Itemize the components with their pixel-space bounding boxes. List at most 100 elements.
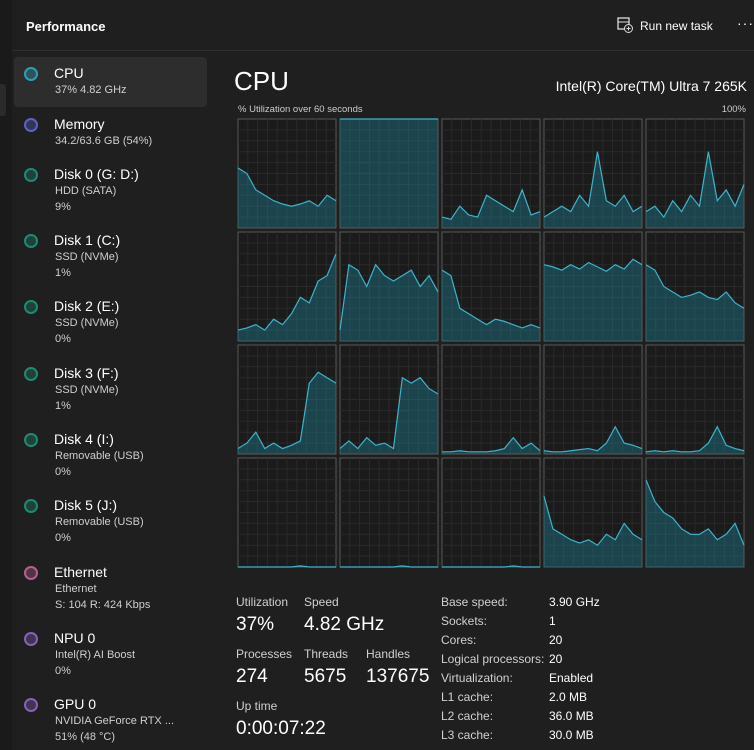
- graph-max: 100%: [721, 104, 746, 115]
- processor-name: Intel(R) Core(TM) Ultra 7 265K: [555, 78, 747, 94]
- detail-value: 30.0 MB: [549, 728, 594, 742]
- device-icon: [24, 168, 38, 182]
- sidebar-selected: [14, 57, 207, 107]
- device-name[interactable]: Disk 3 (F:): [54, 365, 119, 381]
- stat-value: 0:00:07:22: [236, 718, 326, 739]
- stat-value: 137675: [366, 666, 430, 687]
- stat-value: 37%: [236, 614, 275, 635]
- header-title: Performance: [26, 19, 106, 34]
- detail-value: 2.0 MB: [549, 690, 588, 704]
- core-line: [543, 151, 643, 218]
- detail-value: 1: [549, 614, 556, 628]
- core-line: [237, 371, 337, 450]
- device-name[interactable]: Ethernet: [54, 564, 107, 580]
- stat-label: Processes: [236, 647, 293, 661]
- device-detail: 0%: [55, 665, 71, 677]
- stat-label: Utilization: [236, 595, 289, 609]
- device-detail: SSD (NVMe): [55, 384, 119, 396]
- device-detail: 1%: [55, 400, 71, 412]
- run-task-icon[interactable]: [617, 17, 633, 33]
- detail-key: Logical processors:: [441, 652, 545, 666]
- device-name[interactable]: Disk 1 (C:): [54, 232, 121, 248]
- device-detail: NVIDIA GeForce RTX ...: [55, 715, 174, 727]
- device-icon: [24, 632, 38, 646]
- core-line: [238, 565, 336, 568]
- device-name[interactable]: NPU 0: [54, 630, 96, 646]
- core-area: [544, 259, 642, 341]
- device-name[interactable]: Memory: [54, 116, 105, 132]
- core-line: [441, 188, 541, 220]
- core-line: [645, 151, 745, 219]
- detail-key: Sockets:: [441, 614, 488, 628]
- core-line: [237, 167, 337, 207]
- stat-value: 274: [236, 666, 268, 687]
- core-line: [645, 479, 745, 546]
- device-detail: 37% 4.82 GHz: [55, 84, 127, 96]
- device-name[interactable]: Disk 5 (J:): [54, 497, 117, 513]
- detail-value: Enabled: [549, 671, 594, 685]
- core-line: [340, 565, 438, 568]
- device-icon: [24, 118, 38, 132]
- core-line: [543, 425, 643, 453]
- core-area: [544, 151, 642, 228]
- device-detail: Removable (USB): [55, 450, 144, 462]
- detail-value: 20: [549, 633, 563, 647]
- stat-label: Up time: [236, 699, 278, 713]
- core-area: [646, 264, 744, 341]
- run-task-button[interactable]: Run new task: [640, 19, 713, 33]
- device-detail: SSD (NVMe): [55, 317, 119, 329]
- device-detail: 0%: [55, 466, 71, 478]
- core-line: [441, 269, 541, 329]
- core-line: [442, 565, 540, 568]
- core-area: [544, 426, 642, 454]
- device-icon: [24, 566, 38, 580]
- core-line: [645, 425, 745, 453]
- device-name[interactable]: CPU: [54, 65, 84, 81]
- device-detail: Intel(R) AI Boost: [55, 649, 136, 661]
- core-area: [340, 377, 438, 454]
- detail-value: 36.0 MB: [549, 709, 594, 723]
- stat-label: Speed: [304, 595, 339, 609]
- device-icon: [24, 300, 38, 314]
- detail-key: L3 cache:: [441, 728, 494, 742]
- device-icon: [24, 367, 38, 381]
- core-area: [442, 189, 540, 228]
- core-area: [646, 479, 744, 567]
- core-area: [442, 437, 540, 454]
- core-area: [544, 496, 642, 567]
- more-button[interactable]: ···: [737, 15, 754, 31]
- device-icon: [24, 433, 38, 447]
- detail-key: L2 cache:: [441, 709, 494, 723]
- device-detail: 51% (48 °C): [55, 731, 116, 743]
- device-detail: 34.2/63.6 GB (54%): [55, 135, 153, 147]
- device-icon: [24, 67, 38, 81]
- detail-key: Virtualization:: [441, 671, 513, 685]
- device-name[interactable]: Disk 0 (G: D:): [54, 166, 139, 182]
- detail-key: Base speed:: [441, 595, 508, 609]
- core-area: [340, 264, 438, 341]
- core-line: [645, 264, 745, 309]
- core-area: [442, 270, 540, 341]
- core-area: [646, 151, 744, 228]
- core-line: [442, 436, 541, 453]
- device-detail: SSD (NVMe): [55, 251, 119, 263]
- detail-key: L1 cache:: [441, 690, 494, 704]
- device-icon: [24, 234, 38, 248]
- core-line: [543, 495, 643, 546]
- core-area: [238, 253, 336, 341]
- device-name[interactable]: Disk 4 (I:): [54, 431, 114, 447]
- core-line: [543, 258, 643, 272]
- device-detail: 0%: [55, 333, 71, 345]
- device-detail: 1%: [55, 267, 71, 279]
- device-detail: 9%: [55, 201, 71, 213]
- device-icon: [24, 698, 38, 712]
- core-area: [238, 168, 336, 228]
- device-name[interactable]: GPU 0: [54, 696, 97, 712]
- core-area: [646, 426, 744, 454]
- stat-value: 5675: [304, 666, 347, 687]
- stat-label: Threads: [304, 647, 349, 661]
- device-name[interactable]: Disk 2 (E:): [54, 298, 120, 314]
- device-detail: Ethernet: [55, 583, 97, 595]
